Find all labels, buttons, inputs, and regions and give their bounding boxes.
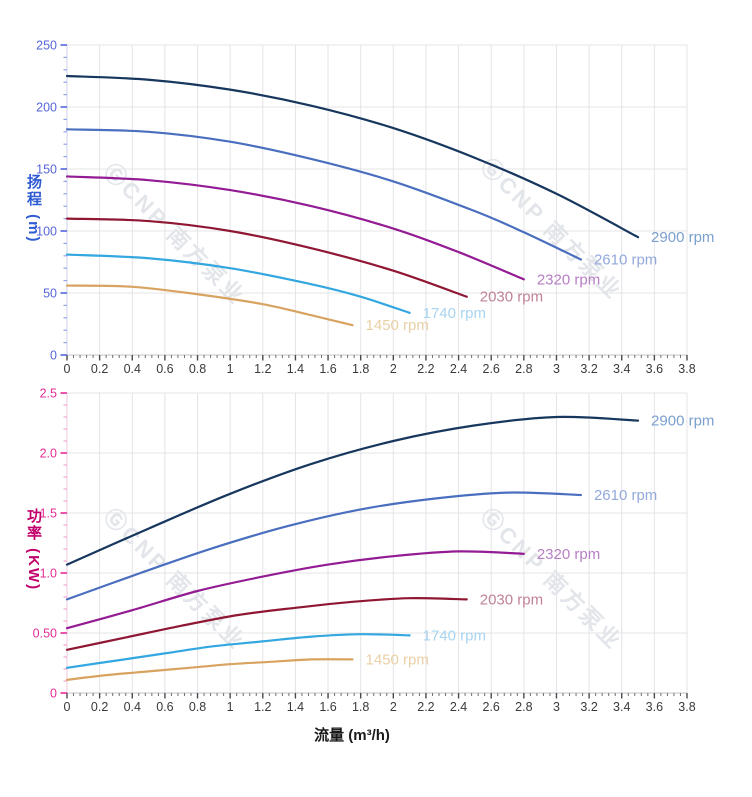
series-label: 2900 rpm [651, 229, 714, 246]
x-tick-label: 3.4 [613, 362, 630, 376]
x-tick-label: 1.8 [352, 700, 369, 714]
series-label: 2610 rpm [594, 487, 657, 504]
x-tick-label: 3 [553, 700, 560, 714]
series-curve [65, 74, 640, 239]
x-tick-label: 1.2 [254, 700, 271, 714]
x-tick-label: 2 [390, 362, 397, 376]
series-curve [65, 633, 411, 669]
series-label: 2320 rpm [537, 271, 600, 288]
y-tick-label: 100 [36, 225, 57, 239]
y-tick-label: 2.0 [40, 447, 57, 461]
head-chart-svg: 0 0.2 0.4 0.6 0.8 1 1.2 1.4 1.6 1.8 2 2.2 2.4 2.6 2.8 3… [36, 39, 714, 377]
x-tick-label: 1.6 [319, 362, 336, 376]
y-tick-label: 150 [36, 163, 57, 177]
x-tick-label: 1 [227, 700, 234, 714]
x-tick-label: 0.6 [156, 700, 173, 714]
x-tick-label: 3.8 [678, 362, 695, 376]
series-label: 2610 rpm [594, 252, 657, 269]
y-tick-label: 1.0 [40, 567, 57, 581]
x-tick-label: 2 [390, 700, 397, 714]
x-tick-label: 3 [553, 362, 560, 376]
flow-axis-title: 流量 (m³/h) [314, 727, 390, 744]
x-tick-label: 1.4 [287, 700, 304, 714]
x-tick-label: 2.8 [515, 700, 532, 714]
series-curve [65, 550, 525, 630]
x-tick-label: 0.6 [156, 362, 173, 376]
power-axis-title: 功率 (KW) [25, 508, 42, 592]
y-tick-label: 250 [36, 39, 57, 53]
series-curve [65, 217, 468, 298]
x-tick-label: 0.2 [91, 700, 108, 714]
series-curve [65, 415, 640, 566]
series-curve [65, 175, 525, 281]
series-label: 2900 rpm [651, 413, 714, 430]
y-tick-label: 0 [50, 687, 57, 701]
power-chart-svg: 0 0.2 0.4 0.6 0.8 1 1.2 1.4 1.6 1.8 2 2.2 2.4 2.6 2.8 3… [33, 387, 715, 715]
series-curve [65, 491, 583, 601]
y-tick-label: 2.5 [40, 387, 57, 401]
x-tick-label: 2.4 [450, 362, 467, 376]
x-tick-label: 3.8 [678, 700, 695, 714]
x-tick-label: 1.4 [287, 362, 304, 376]
series-curve [65, 284, 354, 327]
series-curve [65, 253, 411, 314]
x-tick-label: 2.8 [515, 362, 532, 376]
series-label: 2320 rpm [537, 546, 600, 563]
series-curve [65, 597, 468, 651]
x-tick-label: 2.2 [417, 700, 434, 714]
x-tick-label: 3.6 [646, 362, 663, 376]
x-tick-label: 2.6 [483, 700, 500, 714]
x-tick-label: 3.4 [613, 700, 630, 714]
y-tick-label: 200 [36, 101, 57, 115]
series-label: 1450 rpm [366, 317, 429, 334]
series-label: 2030 rpm [480, 591, 543, 608]
x-tick-label: 0.2 [91, 362, 108, 376]
series-label: 1740 rpm [423, 305, 486, 322]
y-tick-label: 0 [50, 349, 57, 363]
y-tick-label: 0.50 [33, 627, 57, 641]
x-tick-label: 3.2 [580, 700, 597, 714]
x-tick-label: 1 [227, 362, 234, 376]
x-tick-label: 0 [64, 362, 71, 376]
series-label: 1740 rpm [423, 627, 486, 644]
y-tick-label: 50 [43, 287, 57, 301]
x-tick-label: 2.4 [450, 700, 467, 714]
x-tick-label: 0.8 [189, 362, 206, 376]
head-axis-title: 扬程 (m) [25, 174, 42, 244]
series-curve [65, 658, 354, 681]
series-curve [65, 128, 583, 261]
x-tick-label: 3.6 [646, 700, 663, 714]
x-tick-label: 1.2 [254, 362, 271, 376]
series-label: 2030 rpm [480, 289, 543, 306]
x-tick-label: 0.4 [124, 700, 141, 714]
x-tick-label: 1.6 [319, 700, 336, 714]
y-tick-label: 1.5 [40, 507, 57, 521]
x-tick-label: 0.4 [124, 362, 141, 376]
x-tick-label: 0.8 [189, 700, 206, 714]
series-label: 1450 rpm [366, 651, 429, 668]
x-tick-label: 3.2 [580, 362, 597, 376]
x-tick-label: 0 [64, 700, 71, 714]
x-tick-label: 2.2 [417, 362, 434, 376]
x-tick-label: 1.8 [352, 362, 369, 376]
x-tick-label: 2.6 [483, 362, 500, 376]
